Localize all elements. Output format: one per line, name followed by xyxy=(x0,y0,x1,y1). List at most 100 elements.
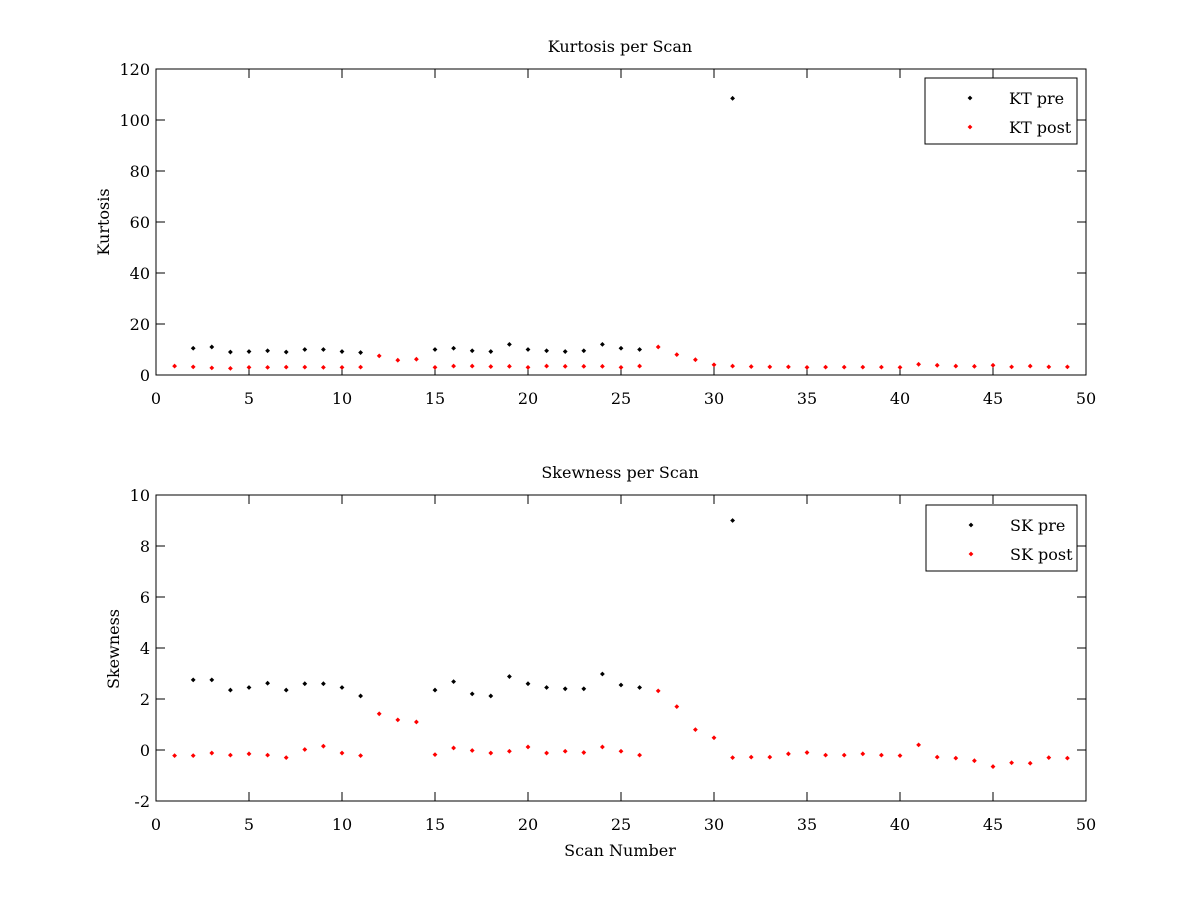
data-point xyxy=(1065,755,1070,761)
data-point xyxy=(730,363,735,369)
data-point xyxy=(190,364,196,370)
data-point xyxy=(469,748,475,753)
data-point xyxy=(581,750,587,755)
x-tick-label: 15 xyxy=(425,815,445,834)
y-tick-label: 0 xyxy=(140,741,150,760)
data-point xyxy=(786,751,791,757)
data-point xyxy=(488,693,494,699)
data-point xyxy=(953,363,959,369)
data-point xyxy=(600,744,605,750)
data-point xyxy=(432,752,438,757)
scatter-points xyxy=(172,518,1070,769)
data-point xyxy=(655,344,661,350)
data-point xyxy=(841,752,847,758)
data-point xyxy=(321,743,326,749)
data-point xyxy=(1065,364,1070,370)
x-tick-label: 10 xyxy=(332,389,352,408)
data-point xyxy=(209,365,215,371)
data-point xyxy=(432,364,438,370)
kurtosis-panel: Kurtosis per Scan Kurtosis 0 5 10 15 20 25 30 3… xyxy=(94,37,1096,408)
data-point xyxy=(1046,755,1052,761)
data-point xyxy=(525,744,531,750)
data-point xyxy=(432,687,438,693)
data-point xyxy=(544,750,549,756)
data-point xyxy=(376,711,382,717)
data-point xyxy=(990,362,996,368)
data-point xyxy=(302,364,308,370)
data-point xyxy=(618,748,624,754)
data-point xyxy=(228,349,233,355)
data-point xyxy=(209,750,215,756)
data-point xyxy=(265,752,270,758)
data-point xyxy=(339,364,345,370)
data-point xyxy=(265,348,270,354)
data-point xyxy=(767,754,773,760)
data-point xyxy=(172,753,177,759)
data-point xyxy=(1027,760,1033,766)
legend-marker xyxy=(967,95,973,101)
data-point xyxy=(581,686,587,692)
legend-label: SK post xyxy=(1010,545,1073,564)
data-point xyxy=(525,681,531,687)
x-tick-label: 5 xyxy=(244,815,254,834)
data-point xyxy=(860,364,866,370)
legend: SK pre SK post xyxy=(925,504,1078,572)
data-point xyxy=(711,362,717,368)
data-point xyxy=(916,742,921,748)
x-tick-label: 40 xyxy=(890,815,910,834)
data-point xyxy=(283,364,289,370)
data-point xyxy=(451,745,456,751)
x-tick-label: 25 xyxy=(611,815,631,834)
data-point xyxy=(786,364,791,370)
data-point xyxy=(172,363,177,369)
data-point xyxy=(228,687,233,693)
data-point xyxy=(693,357,698,363)
data-point xyxy=(618,364,624,370)
data-point xyxy=(637,363,642,369)
data-point xyxy=(897,753,903,759)
data-point xyxy=(674,704,680,710)
y-tick-label: 10 xyxy=(130,486,150,505)
data-point xyxy=(1027,363,1033,369)
data-point xyxy=(990,764,996,769)
data-point xyxy=(507,674,512,679)
data-point xyxy=(246,364,252,370)
data-point xyxy=(618,345,624,351)
x-tick-label: 5 xyxy=(244,389,254,408)
x-tick-label: 0 xyxy=(151,815,161,834)
data-point xyxy=(562,363,568,369)
x-tick-label: 25 xyxy=(611,389,631,408)
data-point xyxy=(488,364,494,369)
data-point xyxy=(934,754,940,760)
data-point xyxy=(730,95,735,101)
data-point xyxy=(581,348,587,354)
legend-box xyxy=(924,77,1078,145)
data-point xyxy=(432,347,438,352)
data-point xyxy=(302,681,308,687)
legend: KT pre KT post xyxy=(924,77,1078,145)
data-point xyxy=(544,348,549,354)
data-point xyxy=(600,671,605,677)
data-point xyxy=(525,364,531,370)
data-point xyxy=(637,752,642,758)
data-point xyxy=(283,349,289,355)
data-point xyxy=(562,686,568,692)
x-tick-label: 50 xyxy=(1076,389,1096,408)
data-point xyxy=(414,356,419,362)
x-tick-label: 20 xyxy=(518,389,538,408)
x-tick-label: 50 xyxy=(1076,815,1096,834)
data-point xyxy=(879,752,884,758)
data-point xyxy=(339,349,345,354)
x-tick-label: 35 xyxy=(797,389,817,408)
y-tick-label: -2 xyxy=(134,792,150,811)
data-point xyxy=(730,518,735,523)
y-tick-label: 60 xyxy=(130,213,150,232)
data-point xyxy=(581,363,587,369)
data-point xyxy=(655,688,661,694)
data-point xyxy=(804,364,810,370)
data-point xyxy=(562,349,568,354)
data-point xyxy=(823,364,828,370)
data-point xyxy=(209,677,215,683)
data-point xyxy=(674,352,680,357)
